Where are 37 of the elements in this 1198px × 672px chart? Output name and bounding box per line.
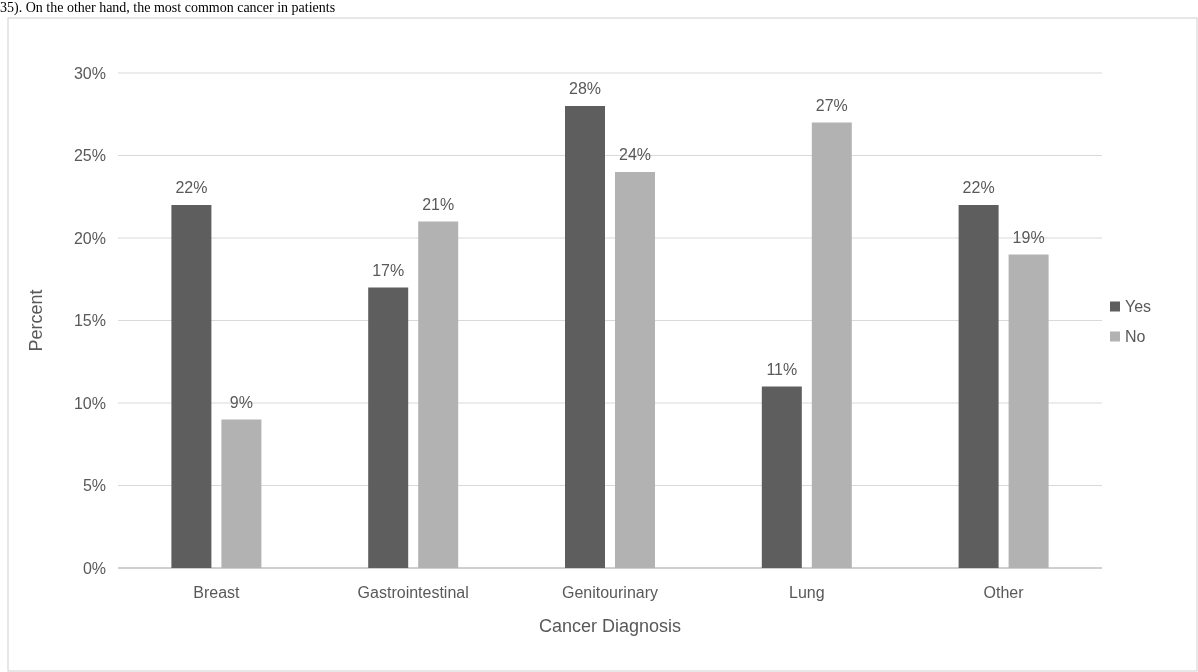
text: 11%	[766, 360, 798, 378]
bar	[368, 287, 409, 568]
text: 24%	[618, 146, 652, 163]
legend-label: No	[1125, 328, 1146, 346]
bar	[171, 205, 212, 568]
bar	[1008, 254, 1049, 568]
x-tick-label: Other	[983, 584, 1025, 601]
bar	[958, 205, 999, 568]
text: 35). On the other hand, the most common cancer in patients	[0, 0, 336, 16]
x-tick-label: Gastrointestinal	[357, 584, 469, 601]
y-tick-label: 10%	[73, 394, 106, 412]
text: 19%	[1012, 228, 1045, 246]
y-tick-label: 20%	[73, 229, 106, 247]
x-tick-label: Lung	[789, 584, 825, 601]
y-axis-title: Percent	[26, 289, 46, 352]
text: 22%	[175, 179, 208, 196]
text: 28%	[568, 80, 602, 97]
x-tick-label: Breast	[193, 584, 241, 601]
bar	[565, 106, 605, 568]
bar	[615, 172, 655, 568]
text: 27%	[815, 96, 848, 114]
y-tick-label: 15%	[73, 312, 106, 330]
text: 9%	[229, 393, 253, 411]
text: 17%	[372, 261, 405, 279]
text: 21%	[422, 195, 455, 213]
x-tick-label: Genitourinary	[561, 584, 659, 601]
legend-label: Yes	[1125, 298, 1152, 316]
y-tick-label: 30%	[73, 64, 106, 82]
x-axis-title: Cancer Diagnosis	[538, 616, 682, 636]
y-tick-label: 0%	[82, 559, 106, 577]
bar	[418, 221, 459, 568]
bar	[811, 122, 852, 568]
y-tick-label: 5%	[82, 477, 106, 495]
y-tick-label: 25%	[73, 147, 106, 165]
text: 22%	[962, 179, 995, 196]
bar	[761, 386, 802, 568]
bar	[221, 419, 262, 568]
